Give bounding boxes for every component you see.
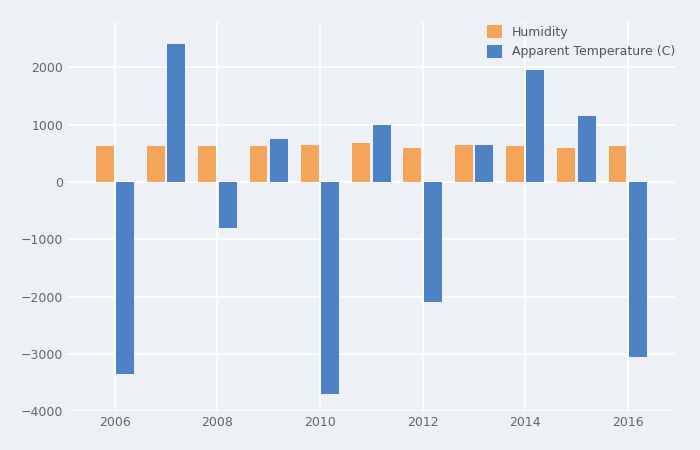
Bar: [167, 45, 186, 182]
Bar: [455, 145, 472, 182]
Bar: [608, 147, 626, 182]
Bar: [424, 182, 442, 302]
Bar: [218, 182, 237, 228]
Bar: [96, 147, 113, 182]
Legend: Humidity, Apparent Temperature (C): Humidity, Apparent Temperature (C): [482, 20, 680, 63]
Bar: [475, 145, 493, 182]
Bar: [526, 70, 545, 182]
Bar: [249, 147, 267, 182]
Bar: [403, 148, 421, 182]
Bar: [352, 143, 370, 182]
Bar: [198, 147, 216, 182]
Bar: [301, 145, 318, 182]
Bar: [116, 182, 134, 374]
Bar: [372, 125, 391, 182]
Bar: [506, 147, 524, 182]
Bar: [147, 147, 165, 182]
Bar: [629, 182, 647, 357]
Bar: [321, 182, 340, 394]
Bar: [270, 139, 288, 182]
Bar: [557, 148, 575, 182]
Bar: [578, 116, 596, 182]
